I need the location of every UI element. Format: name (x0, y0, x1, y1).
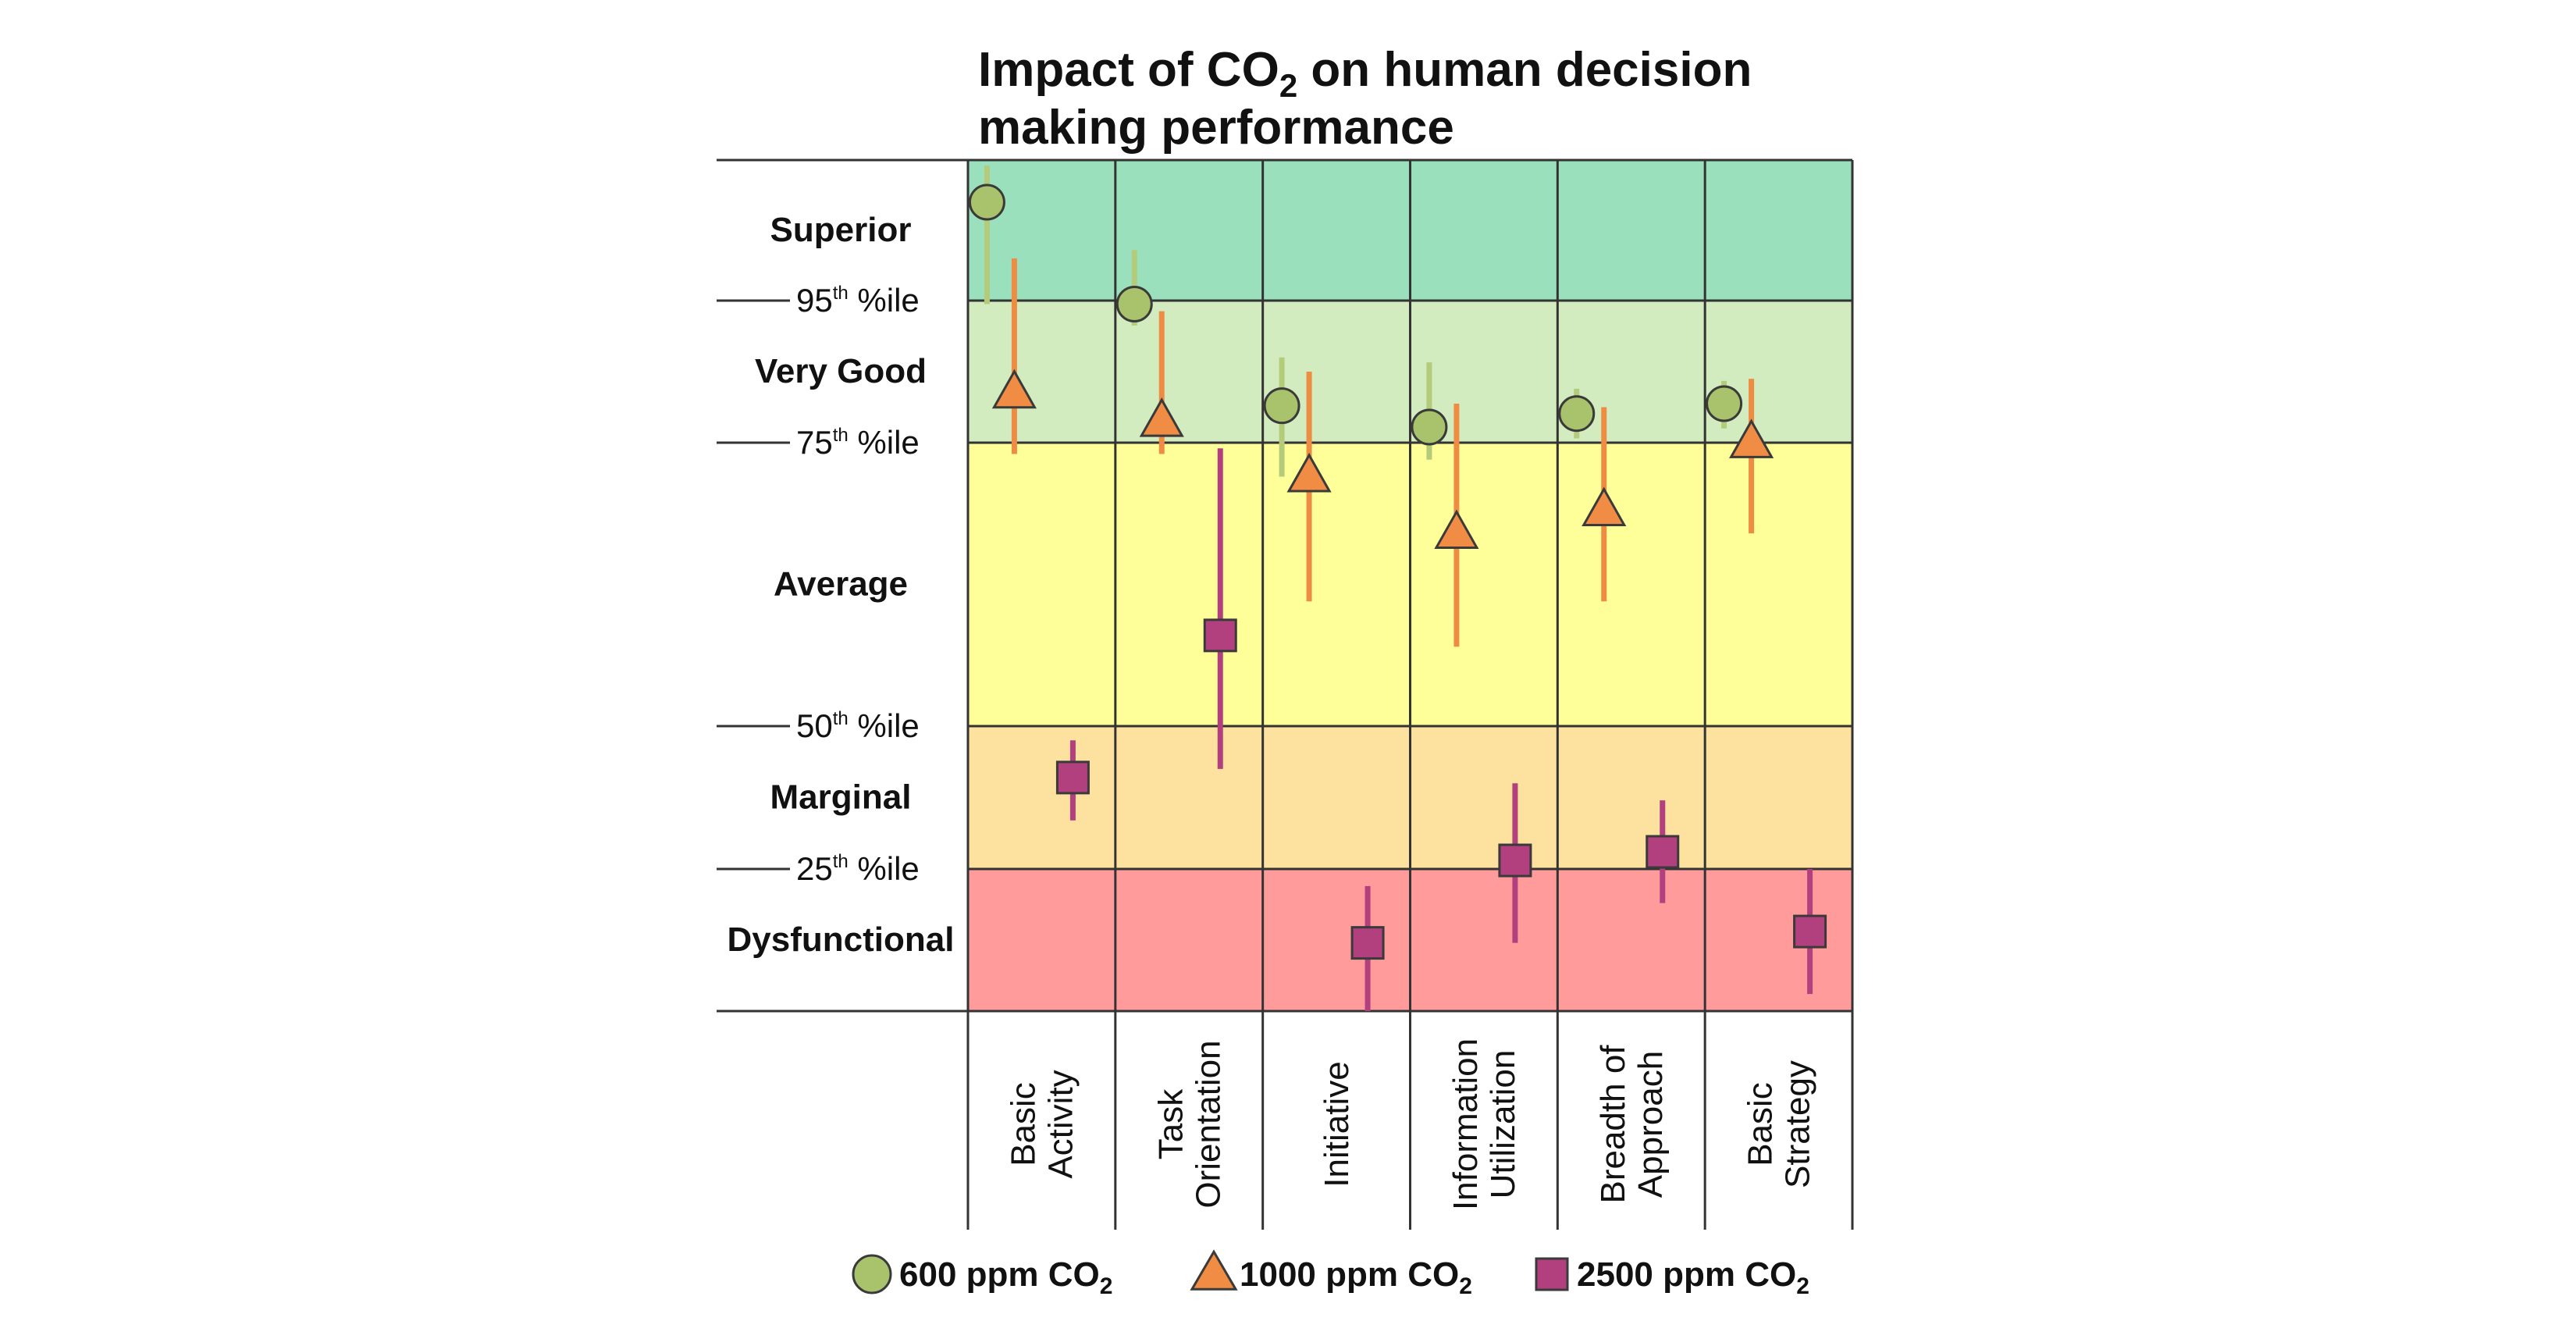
category-label: Strategy (1779, 1060, 1817, 1188)
category-label: Orientation (1189, 1040, 1227, 1208)
chart-title: Impact of CO2 on human decision (978, 43, 1752, 104)
s600-point (1558, 395, 1596, 433)
band-label-average: Average (774, 565, 908, 604)
s600-point (1115, 286, 1153, 323)
s2500-point (1203, 618, 1237, 653)
legend-s600-label: 600 ppm CO2 (899, 1255, 1112, 1299)
band-label-superior: Superior (770, 211, 912, 249)
category-label: Task (1151, 1088, 1190, 1159)
legend-s2500-marker (1535, 1257, 1569, 1291)
category-label: Basic (1742, 1082, 1780, 1166)
chart-title-line2: making performance (978, 101, 1454, 155)
band-label-dysfunctional: Dysfunctional (728, 921, 955, 959)
s2500-point (1350, 926, 1385, 960)
grid-layer (717, 158, 1854, 1230)
s600-point (1411, 408, 1448, 446)
legend-s600-marker (852, 1254, 892, 1294)
s1000-point (1582, 486, 1627, 527)
category-label: Approach (1631, 1051, 1670, 1198)
s1000-point (1729, 418, 1774, 458)
category-label: Basic (1004, 1082, 1042, 1166)
s600-point (968, 183, 1005, 221)
s1000-point (991, 369, 1037, 409)
s2500-point (1793, 914, 1827, 949)
y-labels-layer: Superior Very Good Average Marginal Dysfunct… (728, 211, 955, 959)
legend-s1000-label: 1000 ppm CO2 (1240, 1255, 1472, 1299)
s2500-point (1498, 843, 1532, 878)
x-labels-layer: Basic Activity Task Orientation Initiative In… (1004, 1038, 1816, 1210)
category-label: Breadth of (1594, 1045, 1632, 1204)
category-label: Activity (1041, 1070, 1080, 1178)
s1000-point (1434, 509, 1479, 550)
threshold-label-25: 25th %ile (796, 850, 920, 887)
category-label: Initiative (1318, 1061, 1356, 1187)
s600-point (1706, 385, 1743, 422)
band-label-very-good: Very Good (755, 352, 927, 390)
s2500-point (1646, 835, 1680, 869)
s1000-point (1286, 452, 1332, 493)
s1000-point (1139, 397, 1184, 437)
threshold-label-75: 75th %ile (796, 424, 920, 461)
marks-layer (968, 166, 1827, 1011)
legend: 600 ppm CO2 1000 ppm CO2 2500 ppm CO2 (852, 1249, 1809, 1299)
s2500-point (1055, 760, 1090, 795)
legend-s2500-label: 2500 ppm CO2 (1577, 1255, 1809, 1299)
legend-s1000-marker (1190, 1249, 1238, 1291)
band-label-marginal: Marginal (770, 778, 912, 817)
category-label: Utilization (1484, 1050, 1522, 1199)
s600-point (1263, 387, 1300, 425)
threshold-label-50: 50th %ile (796, 707, 920, 744)
category-label: Information (1446, 1038, 1485, 1210)
threshold-label-95: 95th %ile (796, 282, 920, 319)
